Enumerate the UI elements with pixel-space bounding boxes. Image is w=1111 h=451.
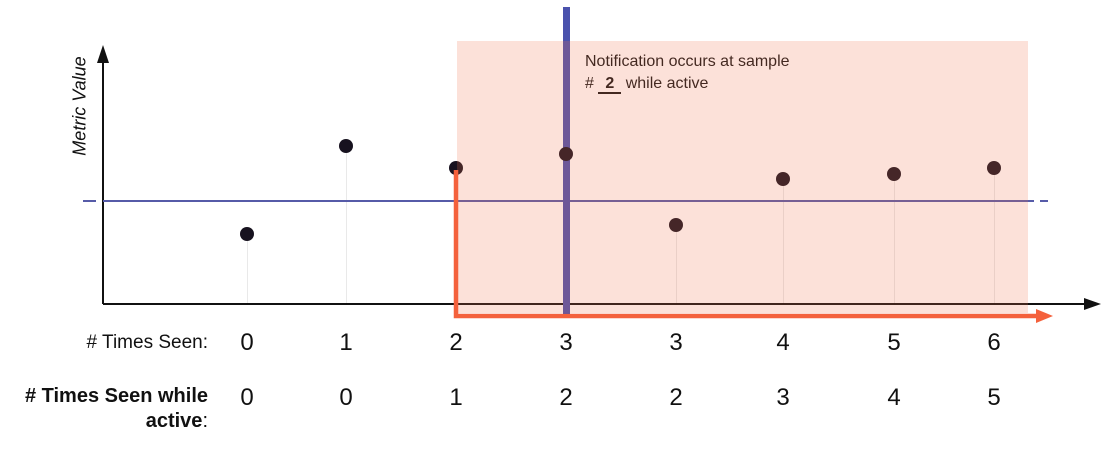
- x-axis-arrowhead-icon: [1084, 298, 1101, 310]
- times-seen-value: 3: [559, 329, 573, 356]
- data-point-stem: [894, 174, 895, 303]
- times-seen-while-active-value: 0: [339, 384, 353, 411]
- times-seen-value: 5: [887, 329, 901, 356]
- times-seen-active-row-label: # Times Seen while active:: [0, 384, 208, 434]
- data-point-dot: [987, 161, 1001, 175]
- data-point-dot: [559, 147, 573, 161]
- times-seen-value: 4: [776, 329, 790, 356]
- times-seen-while-active-value: 4: [887, 384, 901, 411]
- y-axis-arrowhead-icon: [97, 45, 109, 63]
- times-seen-value: 6: [987, 329, 1001, 356]
- data-point-stem: [247, 234, 248, 303]
- times-seen-while-active-value: 0: [240, 384, 254, 411]
- threshold-line-left-dash: [83, 200, 96, 202]
- times-seen-while-active-value: 1: [449, 384, 463, 411]
- annotation-prefix: Notification occurs at sample #: [585, 53, 790, 92]
- y-axis-label: Metric Value: [69, 56, 90, 156]
- times-seen-while-active-value: 3: [776, 384, 790, 411]
- data-point-dot: [776, 172, 790, 186]
- data-point-stem: [456, 168, 457, 303]
- data-point-stem: [676, 225, 677, 303]
- data-point-dot: [887, 167, 901, 181]
- data-point-dot: [240, 227, 254, 241]
- data-point-stem: [346, 146, 347, 303]
- times-seen-value: 3: [669, 329, 683, 356]
- times-seen-while-active-value: 2: [669, 384, 683, 411]
- threshold-line-right-dash: [1040, 200, 1048, 202]
- times-seen-active-row-label-line1: # Times Seen while: [24, 385, 208, 407]
- data-point-stem: [994, 168, 995, 303]
- times-seen-active-row-label-line2: active:: [145, 410, 208, 432]
- active-period-arrowhead-icon: [1036, 309, 1053, 323]
- active-period-arrow-line: [453, 170, 1038, 319]
- data-point-dot: [449, 161, 463, 175]
- data-point-dot: [339, 139, 353, 153]
- times-seen-row-label: # Times Seen:: [86, 332, 208, 353]
- notification-marker-line: [563, 7, 570, 316]
- annotation-sample-number: 2: [598, 75, 622, 94]
- times-seen-while-active-value: 5: [987, 384, 1001, 411]
- data-point-stem: [783, 179, 784, 303]
- data-point-dot: [669, 218, 683, 232]
- times-seen-value: 0: [240, 329, 254, 356]
- times-seen-while-active-value: 2: [559, 384, 573, 411]
- annotation-suffix: while active: [621, 75, 709, 92]
- notification-annotation: Notification occurs at sample # 2 while …: [585, 51, 793, 95]
- times-seen-value: 1: [339, 329, 353, 356]
- times-seen-value: 2: [449, 329, 463, 356]
